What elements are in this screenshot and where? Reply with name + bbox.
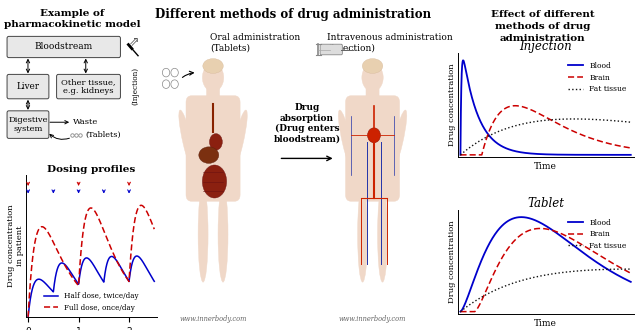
Ellipse shape: [209, 134, 222, 150]
Text: Liver: Liver: [17, 82, 40, 91]
Ellipse shape: [202, 63, 224, 92]
Text: Different methods of drug administration: Different methods of drug administration: [155, 8, 431, 21]
Y-axis label: Drug concentration
in patient: Drug concentration in patient: [7, 205, 24, 287]
Half dose, twice/day: [31, 281, 38, 285]
Full dose, once/day: [31, 242, 38, 246]
Ellipse shape: [218, 186, 228, 282]
Ellipse shape: [358, 186, 367, 282]
Line: Full dose, once/day: Full dose, once/day: [28, 205, 154, 317]
Text: www.innerbody.com: www.innerbody.com: [179, 315, 247, 323]
FancyBboxPatch shape: [7, 36, 120, 58]
Text: Digestive
system: Digestive system: [8, 116, 48, 133]
Text: (Injection): (Injection): [131, 67, 140, 105]
Ellipse shape: [378, 186, 387, 282]
Text: Intravenous administration
(Injection): Intravenous administration (Injection): [327, 33, 452, 52]
Ellipse shape: [230, 110, 247, 174]
Line: Half dose, twice/day: Half dose, twice/day: [28, 256, 154, 317]
Text: Other tissue,
e.g. kidneys: Other tissue, e.g. kidneys: [61, 78, 116, 95]
Ellipse shape: [362, 63, 383, 92]
Ellipse shape: [367, 128, 380, 143]
FancyBboxPatch shape: [56, 74, 120, 99]
Text: Bloodstream: Bloodstream: [35, 43, 93, 51]
X-axis label: Time: Time: [534, 319, 557, 328]
Full dose, once/day: [24, 315, 32, 319]
Legend: Half dose, twice/day, Full dose, once/day: Half dose, twice/day, Full dose, once/da…: [41, 289, 141, 314]
Circle shape: [171, 80, 179, 88]
Text: Waste: Waste: [74, 118, 99, 126]
Ellipse shape: [339, 110, 355, 174]
Full dose, once/day: [124, 277, 131, 281]
Half dose, twice/day: [24, 315, 32, 319]
Full dose, once/day: [86, 207, 93, 211]
FancyBboxPatch shape: [7, 74, 49, 99]
FancyBboxPatch shape: [186, 96, 240, 201]
FancyBboxPatch shape: [7, 111, 49, 138]
Text: (Tablets): (Tablets): [86, 131, 122, 139]
Ellipse shape: [199, 147, 219, 163]
Ellipse shape: [198, 186, 208, 282]
Half dose, twice/day: [133, 254, 141, 258]
FancyBboxPatch shape: [207, 87, 220, 106]
Ellipse shape: [203, 59, 223, 74]
Half dose, twice/day: [150, 279, 158, 283]
Title: Dosing profiles: Dosing profiles: [47, 165, 135, 174]
Full dose, once/day: [150, 227, 158, 231]
Half dose, twice/day: [124, 277, 131, 281]
Text: Example of
pharmacokinetic model: Example of pharmacokinetic model: [4, 9, 140, 29]
FancyBboxPatch shape: [346, 96, 399, 201]
X-axis label: Time: Time: [534, 162, 557, 171]
Title: Tablet: Tablet: [527, 197, 564, 210]
Full dose, once/day: [147, 218, 154, 222]
FancyBboxPatch shape: [320, 44, 342, 55]
Ellipse shape: [179, 110, 196, 174]
Full dose, once/day: [147, 218, 154, 222]
Ellipse shape: [202, 165, 227, 198]
Circle shape: [163, 68, 170, 77]
Circle shape: [171, 68, 179, 77]
Full dose, once/day: [83, 214, 90, 217]
Y-axis label: Drug concentration: Drug concentration: [448, 63, 456, 146]
Full dose, once/day: [138, 203, 145, 207]
Legend: Blood, Brain, Fat tissue: Blood, Brain, Fat tissue: [565, 215, 630, 253]
Half dose, twice/day: [147, 273, 154, 277]
Circle shape: [163, 80, 170, 88]
Legend: Blood, Brain, Fat tissue: Blood, Brain, Fat tissue: [565, 59, 630, 96]
Ellipse shape: [390, 110, 407, 174]
Y-axis label: Drug concentration: Drug concentration: [448, 220, 456, 303]
Ellipse shape: [362, 59, 383, 74]
Half dose, twice/day: [86, 257, 93, 261]
Half dose, twice/day: [83, 256, 90, 260]
Text: Effect of different
methods of drug
administration: Effect of different methods of drug admi…: [491, 10, 594, 43]
Text: Oral administration
(Tablets): Oral administration (Tablets): [210, 33, 300, 52]
Text: www.innerbody.com: www.innerbody.com: [339, 315, 406, 323]
Title: Injection: Injection: [519, 40, 572, 53]
Text: Drug
absorption
(Drug enters
bloodstream): Drug absorption (Drug enters bloodstream…: [273, 103, 340, 144]
FancyBboxPatch shape: [366, 87, 379, 106]
Half dose, twice/day: [147, 274, 154, 278]
Text: ⇗: ⇗: [129, 35, 139, 48]
